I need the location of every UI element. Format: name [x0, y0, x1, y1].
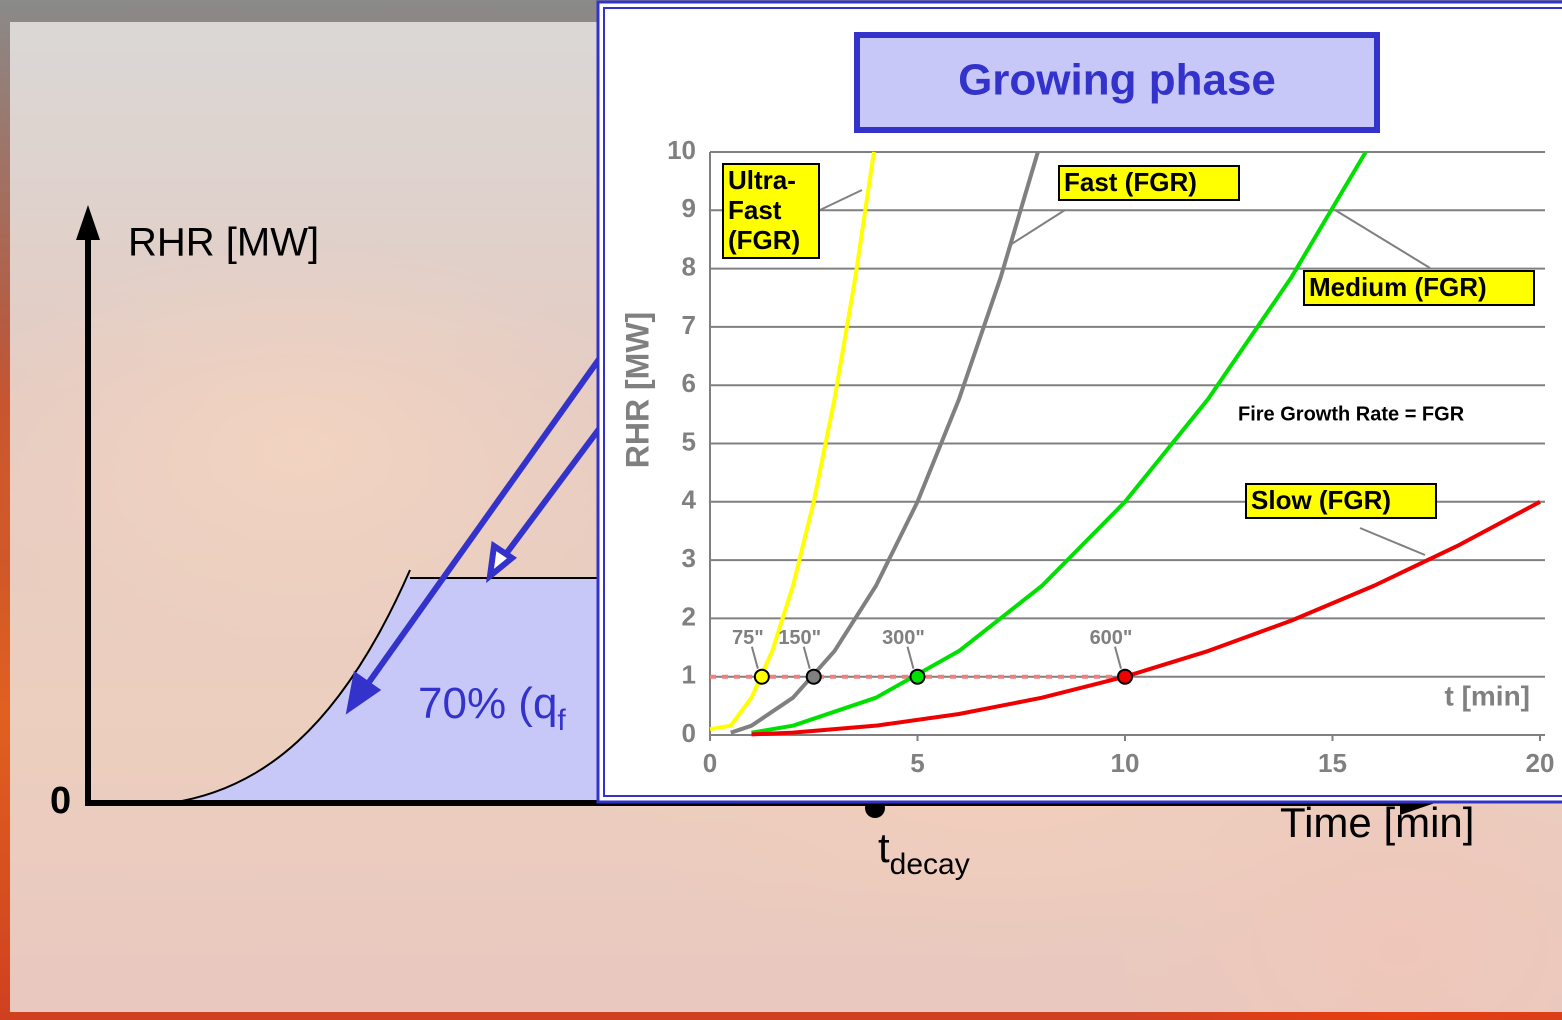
origin-label: 0 — [50, 780, 71, 822]
series-label: Ultra-Fast (FGR) — [722, 163, 820, 259]
note: Fire Growth Rate = FGR — [1238, 403, 1465, 425]
marker — [1118, 670, 1132, 684]
x-tick-label: 0 — [703, 748, 717, 778]
y-tick-label: 2 — [682, 601, 696, 631]
y-arrow — [76, 205, 100, 240]
arrow — [500, 425, 602, 562]
y-tick-label: 8 — [682, 251, 696, 281]
y-axis-label: RHR [MW] — [619, 312, 655, 468]
series-label: Slow (FGR) — [1245, 483, 1437, 519]
y-tick-label: 3 — [682, 543, 696, 573]
annotation-main: 70% (q — [418, 679, 557, 728]
marker-label: 75" — [732, 627, 764, 649]
slide: RHR [MW] 0 Time [min] tdecay 70% (qf 0 1 2… — [0, 0, 1562, 1020]
y-tick-label: 5 — [682, 426, 696, 456]
marker-label: 300" — [882, 627, 925, 649]
y-label: RHR [MW] — [128, 221, 319, 265]
x-axis-label: t [min] — [1444, 680, 1530, 711]
t-decay: tdecay — [878, 824, 970, 881]
y-tick-label: 7 — [682, 310, 696, 340]
y-tick-label: 1 — [682, 660, 696, 690]
y-tick-label: 4 — [682, 485, 697, 515]
t-decay-sub: decay — [890, 848, 970, 881]
t-decay-main: t — [878, 824, 890, 871]
marker-label: 600" — [1090, 627, 1133, 649]
x-label: Time [min] — [1280, 799, 1474, 846]
x-tick-label: 10 — [1111, 748, 1140, 778]
series-label: Medium (FGR) — [1303, 270, 1535, 306]
chart-title: Growing phase — [958, 56, 1276, 105]
marker-label: 150" — [778, 627, 821, 649]
series-label: Fast (FGR) — [1058, 165, 1240, 201]
marker — [755, 670, 769, 684]
x-tick-label: 5 — [910, 748, 924, 778]
y-tick-label: 10 — [667, 135, 696, 165]
x-tick-label: 15 — [1318, 748, 1347, 778]
annotation-sub: f — [557, 704, 566, 737]
y-tick-label: 6 — [682, 368, 696, 398]
marker — [911, 670, 925, 684]
y-tick-label: 9 — [682, 193, 696, 223]
y-tick-label: 0 — [682, 718, 696, 748]
marker — [807, 670, 821, 684]
x-tick-label: 20 — [1526, 748, 1555, 778]
